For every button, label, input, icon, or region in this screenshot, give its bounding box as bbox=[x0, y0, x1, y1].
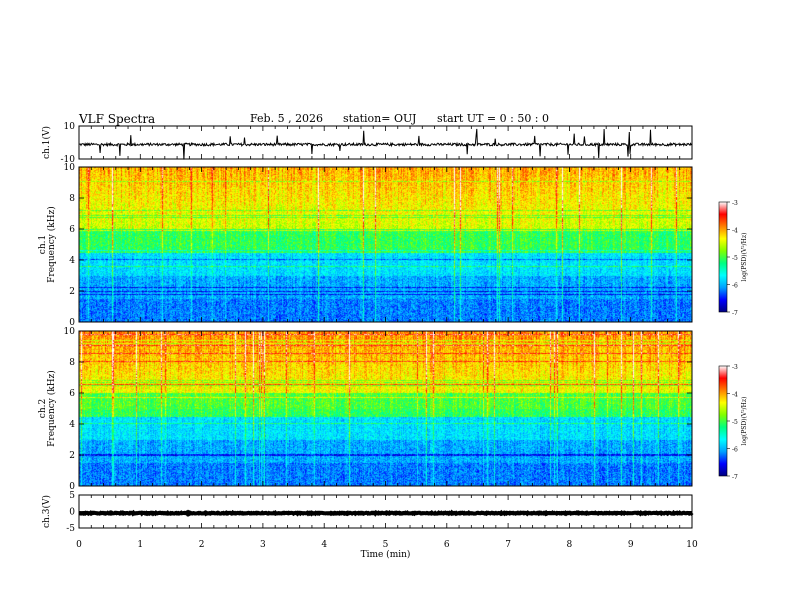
station-label: station= OUJ bbox=[343, 112, 417, 125]
y-tick-label: 10 bbox=[64, 327, 76, 337]
x-tick-label: 2 bbox=[199, 540, 205, 550]
ch1-spectrogram-image bbox=[79, 167, 692, 322]
colorbar-tick-label: -4 bbox=[732, 392, 738, 399]
x-tick-label: 9 bbox=[628, 540, 634, 550]
y-tick-label: -5 bbox=[66, 524, 75, 534]
colorbar-tick-label: -5 bbox=[732, 419, 738, 426]
x-tick-label: 0 bbox=[76, 540, 82, 550]
x-tick-label: 3 bbox=[260, 540, 266, 550]
ch1-waveform-trace bbox=[79, 128, 693, 160]
x-tick-label: 4 bbox=[321, 540, 327, 550]
colorbar bbox=[718, 201, 728, 313]
colorbar-tick-label: -5 bbox=[732, 255, 738, 262]
ch2-spectrogram-ylabel: Frequency (kHz) bbox=[46, 370, 57, 447]
colorbar-tick-label: -6 bbox=[732, 283, 738, 290]
colorbar-tick-label: -3 bbox=[732, 200, 738, 207]
ch1-spectrogram-ylabel: Frequency (kHz) bbox=[46, 206, 57, 283]
colorbar-tick-label: -7 bbox=[732, 474, 738, 481]
x-tick-label: 1 bbox=[137, 540, 143, 550]
ch3-waveform-trace bbox=[78, 509, 694, 517]
x-tick-label: 10 bbox=[686, 540, 698, 550]
ch1-waveform-ylabel: ch.1(V) bbox=[41, 126, 52, 159]
y-tick-label: 4 bbox=[69, 256, 75, 266]
y-tick-label: 0 bbox=[69, 482, 75, 492]
ch3-waveform-ylabel: ch.3(V) bbox=[41, 495, 52, 528]
x-tick-label: 7 bbox=[505, 540, 511, 550]
start-time-label: start UT = 0 : 50 : 0 bbox=[437, 112, 550, 125]
y-tick-label: 6 bbox=[69, 389, 75, 399]
colorbar bbox=[718, 365, 728, 477]
ch1-spectrogram-ylabel: ch.1 bbox=[38, 235, 48, 254]
colorbar-tick-label: -7 bbox=[732, 310, 738, 317]
x-axis-label: Time (min) bbox=[361, 549, 411, 560]
y-tick-label: -10 bbox=[61, 155, 76, 165]
y-tick-label: 5 bbox=[69, 491, 75, 501]
y-tick-label: 6 bbox=[69, 225, 75, 235]
y-tick-label: 8 bbox=[69, 194, 75, 204]
y-tick-label: 2 bbox=[69, 287, 75, 297]
x-tick-label: 6 bbox=[444, 540, 450, 550]
y-tick-label: 10 bbox=[64, 122, 76, 132]
colorbar-label: log(PSD)(V²/Hz) bbox=[741, 397, 748, 446]
chart-title: VLF Spectra bbox=[79, 112, 156, 126]
colorbar-tick-label: -6 bbox=[732, 447, 738, 454]
y-tick-label: 0 bbox=[69, 318, 75, 328]
y-tick-label: 4 bbox=[69, 420, 75, 430]
x-tick-label: 8 bbox=[567, 540, 573, 550]
ch2-spectrogram-image bbox=[79, 331, 692, 486]
y-tick-label: 8 bbox=[69, 358, 75, 368]
y-tick-label: 0 bbox=[69, 508, 75, 518]
ch2-spectrogram-ylabel: ch.2 bbox=[38, 399, 48, 418]
y-tick-label: 10 bbox=[64, 163, 76, 173]
colorbar-tick-label: -4 bbox=[732, 228, 738, 235]
colorbar-tick-label: -3 bbox=[732, 364, 738, 371]
date-label: Feb. 5 , 2026 bbox=[250, 112, 324, 125]
y-tick-label: 2 bbox=[69, 451, 75, 461]
colorbar-label: log(PSD)(V²/Hz) bbox=[741, 233, 748, 282]
x-tick-label: 5 bbox=[383, 540, 389, 550]
